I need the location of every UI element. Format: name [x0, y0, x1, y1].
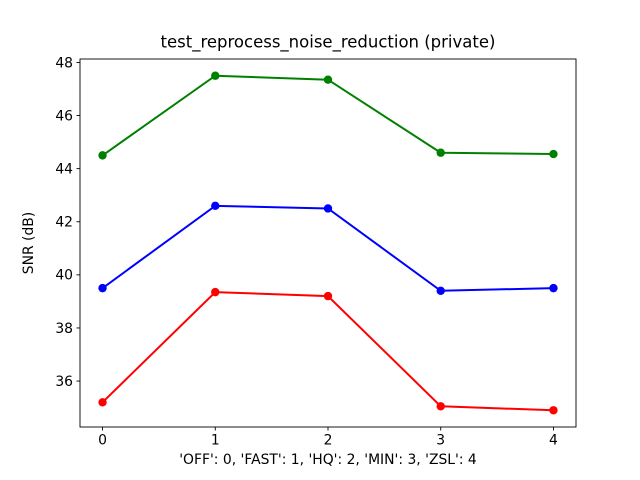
data-point-blue: [323, 204, 333, 213]
data-point-blue: [211, 201, 220, 211]
data-point-red: [323, 291, 333, 301]
data-point-green: [436, 148, 445, 157]
x-tick-label: 1: [211, 433, 220, 449]
data-point-green: [323, 75, 333, 84]
data-point-blue: [98, 283, 107, 293]
y-tick-label: 48: [55, 55, 73, 71]
x-tick-label: 0: [98, 433, 107, 449]
data-point-red: [211, 287, 220, 297]
x-tick-label: 3: [436, 433, 445, 449]
data-point-red: [549, 406, 558, 415]
x-axis-ticks: 0 1 2 3 4: [98, 427, 558, 449]
y-tick-label: 44: [55, 161, 73, 177]
data-point-blue: [436, 286, 445, 295]
y-tick-label: 46: [55, 108, 73, 124]
data-point-green: [98, 151, 107, 160]
data-point-blue: [549, 283, 558, 293]
plot-area: [79, 58, 577, 428]
data-point-green: [211, 71, 220, 80]
chart-title: test_reprocess_noise_reduction (private): [161, 33, 496, 53]
y-axis-label: SNR (dB): [21, 212, 37, 274]
y-tick-label: 42: [55, 215, 73, 231]
y-tick-label: 38: [55, 321, 73, 337]
data-point-red: [98, 398, 107, 407]
y-axis-ticks: 36 38 40 42 44 46 48: [55, 55, 80, 390]
series-lines: [98, 71, 558, 415]
x-tick-label: 4: [549, 433, 558, 449]
y-tick-label: 40: [55, 268, 73, 284]
data-point-red: [436, 402, 445, 411]
x-axis-label: 'OFF': 0, 'FAST': 1, 'HQ': 2, 'MIN': 3, …: [179, 452, 477, 468]
y-tick-label: 36: [55, 374, 73, 390]
data-point-green: [549, 149, 558, 159]
x-tick-label: 2: [324, 433, 333, 449]
